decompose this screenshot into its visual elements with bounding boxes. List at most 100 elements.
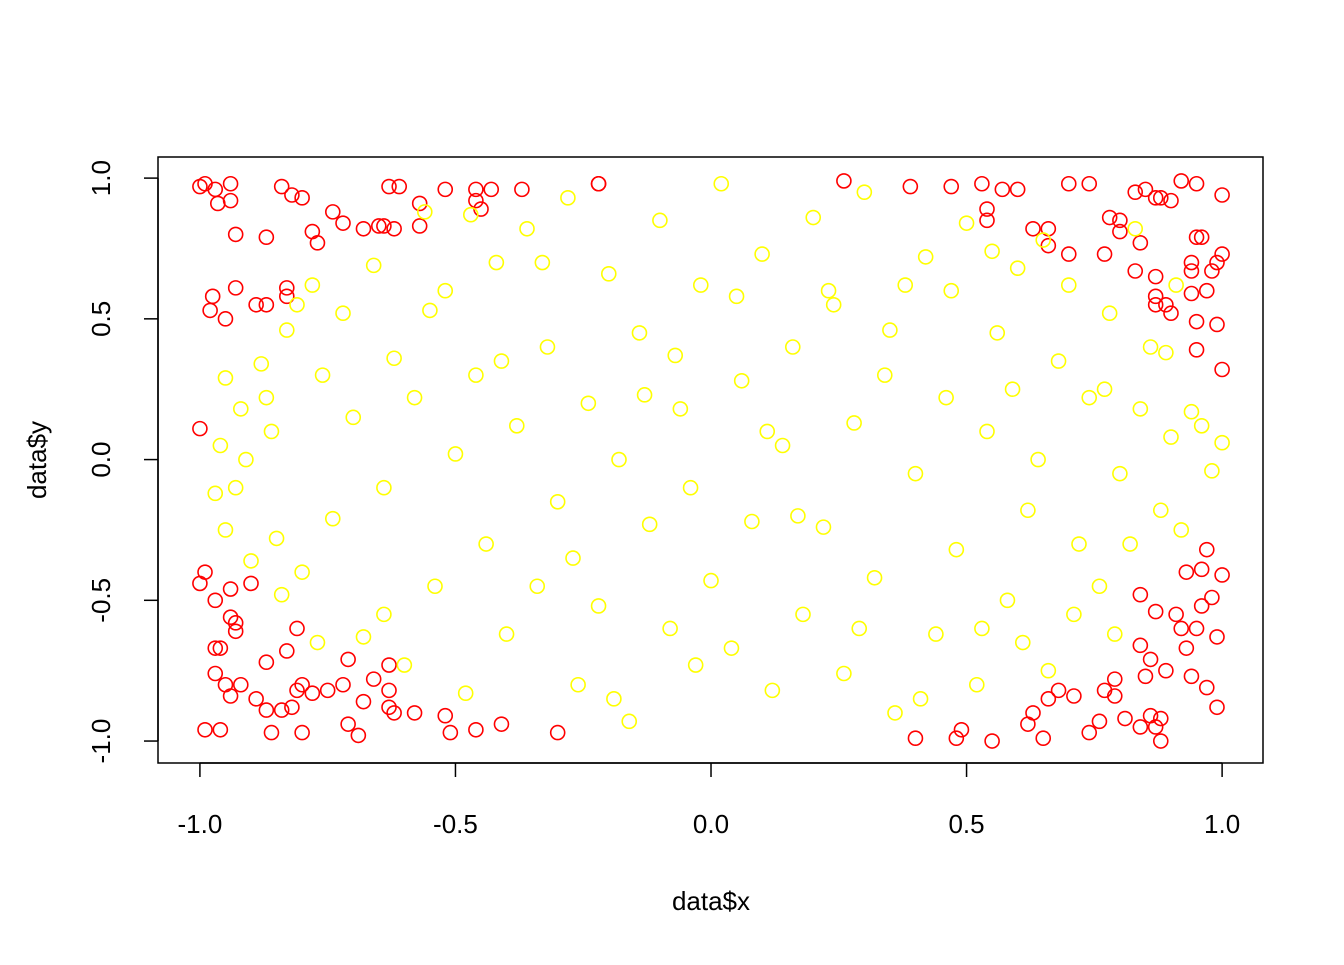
point (212, 437, 229, 454)
point (278, 280, 295, 296)
point (1163, 192, 1179, 209)
point (1081, 175, 1098, 192)
point (273, 586, 290, 603)
point (1163, 305, 1179, 322)
point (204, 288, 221, 305)
point (815, 519, 832, 535)
point (289, 620, 305, 637)
point (1050, 682, 1067, 699)
point (232, 676, 249, 693)
point (207, 640, 224, 656)
point (232, 401, 249, 417)
point (289, 296, 305, 313)
point (907, 465, 924, 482)
point (570, 676, 586, 693)
point (1204, 263, 1220, 279)
point (1096, 381, 1113, 398)
point (989, 325, 1006, 341)
point (238, 451, 254, 468)
point (278, 288, 295, 305)
y-tick-label: 1.0 (86, 160, 116, 196)
point (1147, 268, 1164, 285)
point (1050, 353, 1067, 369)
point (227, 623, 244, 640)
point (692, 277, 709, 293)
x-tick-label: 0.0 (693, 809, 729, 839)
point (621, 713, 638, 730)
y-axis-label: data$y (22, 421, 52, 499)
point (278, 322, 295, 338)
point (278, 643, 295, 659)
point (1168, 606, 1184, 623)
point (258, 389, 275, 406)
point (744, 513, 760, 530)
point (825, 296, 842, 313)
point (764, 682, 781, 699)
point (534, 254, 551, 271)
point (376, 479, 392, 496)
point (549, 493, 566, 510)
point (381, 699, 397, 716)
point (468, 181, 484, 198)
point (682, 479, 699, 496)
point (442, 724, 459, 741)
point (938, 389, 954, 406)
point (1127, 220, 1144, 237)
point (1147, 190, 1164, 206)
point (1188, 229, 1205, 246)
point (606, 691, 622, 707)
point (519, 220, 535, 237)
point (902, 178, 919, 195)
point (851, 620, 868, 637)
point (365, 671, 382, 687)
x-tick-label: 0.5 (948, 809, 984, 839)
point (1142, 651, 1159, 668)
point (1178, 564, 1195, 580)
point (1147, 719, 1164, 735)
point (1183, 403, 1200, 420)
point (365, 257, 382, 274)
point (1193, 418, 1210, 434)
point (376, 606, 392, 623)
point (227, 280, 244, 296)
y-tick-label: 0.0 (86, 441, 116, 477)
point (289, 682, 305, 699)
point (304, 277, 321, 293)
point (907, 730, 924, 747)
point (324, 204, 341, 220)
point (652, 212, 668, 229)
point (1178, 640, 1195, 656)
point (468, 367, 484, 383)
point (416, 204, 433, 220)
point (284, 699, 300, 716)
point (243, 553, 259, 569)
point (1214, 361, 1230, 378)
point (1214, 246, 1230, 262)
point (207, 485, 224, 502)
point (774, 437, 791, 454)
point (1183, 263, 1200, 279)
point (713, 175, 730, 192)
point (258, 296, 275, 313)
point (795, 606, 811, 623)
point (222, 581, 239, 597)
point (866, 569, 883, 586)
point (1106, 671, 1123, 687)
point (1198, 541, 1215, 558)
point (600, 266, 617, 282)
point (222, 688, 239, 704)
point (1117, 710, 1133, 727)
point (1173, 522, 1190, 538)
point (759, 423, 776, 440)
x-tick-label: -1.0 (178, 809, 223, 839)
point (1030, 451, 1046, 468)
point (258, 702, 275, 718)
point (631, 325, 648, 341)
point (846, 415, 862, 431)
x-tick-label: 1.0 (1204, 809, 1240, 839)
point (1035, 232, 1052, 248)
point (427, 578, 443, 595)
point (667, 347, 684, 364)
point (641, 516, 658, 533)
point (948, 541, 965, 558)
